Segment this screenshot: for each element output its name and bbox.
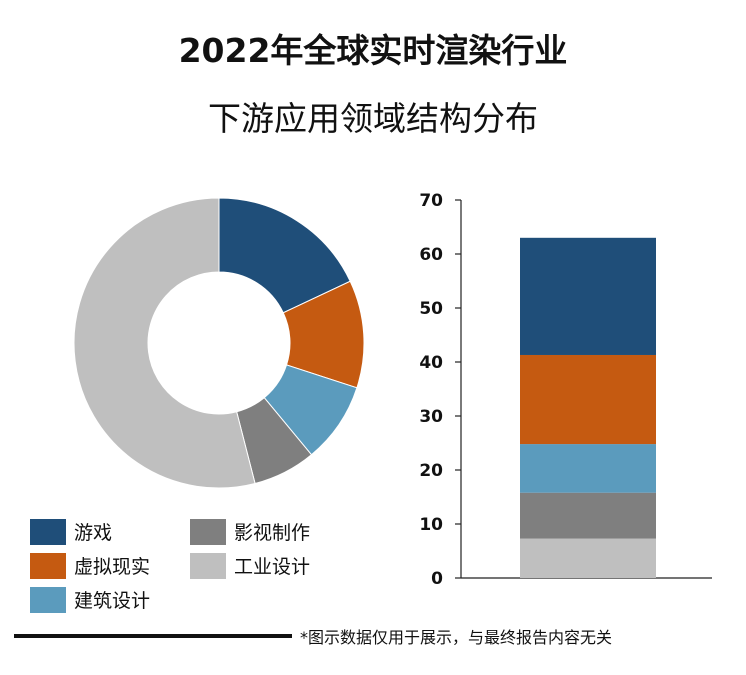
legend-label-film: 影视制作	[234, 522, 311, 544]
footnote-rule	[14, 634, 292, 638]
footnote: *图示数据仅用于展示，与最终报告内容无关	[300, 628, 613, 647]
y-tick-label-0: 0	[431, 569, 443, 589]
donut-slice-1	[218, 197, 351, 314]
y-tick-label-50: 50	[419, 299, 443, 319]
legend-item-vr: 虚拟现实	[30, 552, 150, 579]
y-tick-label-70: 70	[419, 191, 443, 211]
bar-segment-1	[520, 538, 656, 578]
legend-swatch-film	[190, 518, 226, 545]
bar-segment-5	[520, 237, 656, 355]
legend-swatch-arch	[30, 586, 66, 613]
legend-item-game: 游戏	[30, 518, 112, 545]
bar-segment-3	[520, 444, 656, 493]
y-tick-label-30: 30	[419, 407, 443, 427]
y-tick-label-40: 40	[419, 353, 443, 373]
legend-swatch-vr	[30, 552, 66, 579]
legend-item-arch: 建筑设计	[30, 586, 150, 613]
legend-label-arch: 建筑设计	[74, 590, 151, 612]
bar-segment-2	[520, 492, 656, 539]
y-tick-label-10: 10	[419, 515, 443, 535]
legend-label-game: 游戏	[74, 522, 113, 544]
y-tick-label-60: 60	[419, 245, 443, 265]
legend-item-film: 影视制作	[190, 518, 310, 545]
legend-swatch-game	[30, 518, 66, 545]
legend-swatch-industrial	[190, 552, 226, 579]
chart-title-line2: 下游应用领域结构分布	[208, 99, 538, 138]
y-tick-label-20: 20	[419, 461, 443, 481]
bar-segment-4	[520, 354, 656, 445]
chart-title-line1: 2022年全球实时渲染行业	[178, 31, 568, 70]
legend-label-industrial: 工业设计	[234, 556, 311, 578]
legend-label-vr: 虚拟现实	[74, 556, 151, 578]
legend-item-industrial: 工业设计	[190, 552, 310, 579]
donut-slice-5	[73, 197, 256, 489]
